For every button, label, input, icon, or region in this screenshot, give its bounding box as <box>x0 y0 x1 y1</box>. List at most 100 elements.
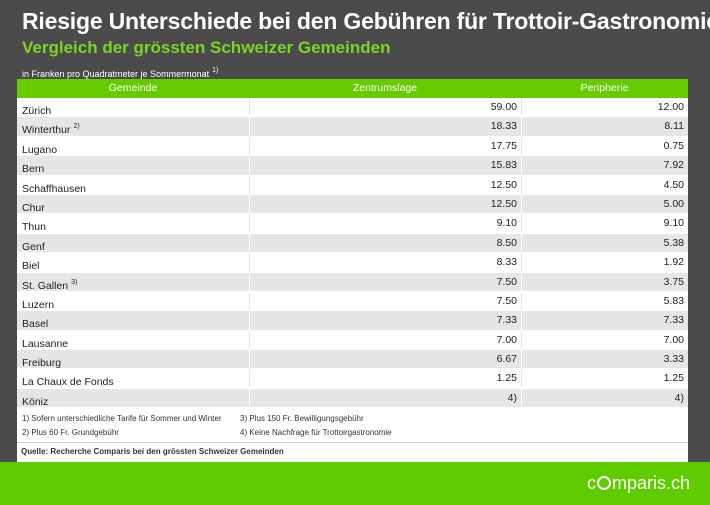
city-name: Freiburg <box>22 357 62 370</box>
city-name: La Chaux de Fonds <box>22 376 114 389</box>
source-note: Quelle: Recherche Comparis bei den gröss… <box>17 442 688 462</box>
header-peripherie: Peripherie <box>580 82 629 94</box>
city-name: Basel <box>22 318 49 331</box>
header-gemeinde: Gemeinde <box>108 82 158 94</box>
cell-zentrumslage: 17.75 <box>249 136 521 156</box>
cell-peripherie: 12.00 <box>521 98 688 117</box>
logo-o-icon <box>596 476 611 490</box>
cell-peripherie: 1.25 <box>521 369 688 388</box>
fee-table: Gemeinde Zentrumslage Peripherie Zürich 5… <box>17 79 688 409</box>
city-name: Köniz <box>22 395 49 408</box>
cell-gemeinde: Zürich <box>17 98 249 117</box>
unit-note-footnote-ref: 1) <box>212 67 219 74</box>
city-name: Biel <box>22 260 40 273</box>
table-row: Basel 7.33 7.33 <box>17 311 688 331</box>
cell-zentrumslage: 8.33 <box>249 253 521 272</box>
table-row: Bern 15.83 7.92 <box>17 156 688 176</box>
cell-zentrumslage: 7.33 <box>249 311 521 330</box>
cell-gemeinde: Genf <box>17 234 249 253</box>
logo-prefix: c <box>586 473 596 493</box>
table-row: Schaffhausen 12.50 4.50 <box>17 175 688 195</box>
logo-suffix: mparis.ch <box>611 473 690 493</box>
city-name: Lugano <box>22 143 58 156</box>
cell-zentrumslage: 12.50 <box>249 175 521 194</box>
city-name: Zürich <box>22 105 52 117</box>
cell-gemeinde: Schaffhausen <box>17 176 249 195</box>
footnote-4: 4) Keine Nachfrage für Trottoirgastronom… <box>240 428 392 437</box>
cell-gemeinde: Luzern <box>17 292 249 311</box>
city-name: St. Gallen <box>22 279 69 292</box>
cell-peripherie: 7.92 <box>521 156 688 175</box>
table-row: Genf 8.50 5.38 <box>17 233 688 254</box>
cell-peripherie: 3.33 <box>521 350 688 369</box>
cell-gemeinde: Bern <box>17 156 249 176</box>
city-footnote-ref: 3) <box>71 278 78 286</box>
cell-peripherie: 5.00 <box>521 194 688 214</box>
table-row: Chur 12.50 5.00 <box>17 194 688 215</box>
unit-note: in Franken pro Quadratmeter je Sommermon… <box>22 67 218 79</box>
table-row: La Chaux de Fonds 1.25 1.25 <box>17 369 688 389</box>
cell-gemeinde: Köniz <box>17 389 249 408</box>
city-name: Winterthur <box>22 124 71 137</box>
cell-gemeinde: St. Gallen 3) <box>17 273 249 292</box>
table-row: Winterthur 2) 18.33 8.11 <box>17 117 688 137</box>
table-row: Lausanne 7.00 7.00 <box>17 330 688 351</box>
cell-gemeinde: Lausanne <box>17 331 249 350</box>
footnote-3: 3) Plus 150 Fr. Bewilligungsgebühr <box>240 414 364 423</box>
cell-zentrumslage: 8.50 <box>249 233 521 253</box>
city-name: Bern <box>22 163 45 176</box>
cell-zentrumslage: 18.33 <box>249 117 521 136</box>
city-name: Schaffhausen <box>22 182 87 195</box>
table-row: Luzern 7.50 5.83 <box>17 291 688 312</box>
city-footnote-ref: 2) <box>73 123 80 131</box>
cell-peripherie: 3.75 <box>521 272 688 291</box>
cell-peripherie: 7.00 <box>521 330 688 350</box>
cell-peripherie: 5.83 <box>521 291 688 311</box>
page-subtitle: Vergleich der grössten Schweizer Gemeind… <box>22 38 391 57</box>
city-name: Thun <box>22 221 46 234</box>
cell-peripherie: 7.33 <box>521 311 688 330</box>
cell-gemeinde: Chur <box>17 195 249 214</box>
header-zentrumslage: Zentrumslage <box>352 82 418 94</box>
table-row: Lugano 17.75 0.75 <box>17 136 688 157</box>
cell-zentrumslage: 12.50 <box>249 194 521 214</box>
footnotes: 1) Sofern unterschiedliche Tarife für So… <box>17 408 688 442</box>
cell-zentrumslage: 15.83 <box>249 156 521 175</box>
cell-gemeinde: Lugano <box>17 137 249 156</box>
table-row: Biel 8.33 1.92 <box>17 253 688 273</box>
table-row: St. Gallen 3) 7.50 3.75 <box>17 272 688 292</box>
city-name: Lausanne <box>22 337 69 350</box>
cell-peripherie: 5.38 <box>521 233 688 253</box>
table-row: Köniz 4) 4) <box>17 388 688 409</box>
cell-peripherie: 8.11 <box>521 117 688 136</box>
cell-zentrumslage: 9.10 <box>249 214 521 233</box>
unit-note-text: in Franken pro Quadratmeter je Sommermon… <box>22 69 210 79</box>
cell-zentrumslage: 7.50 <box>249 291 521 311</box>
cell-zentrumslage: 6.67 <box>249 350 521 369</box>
cell-zentrumslage: 7.50 <box>249 272 521 291</box>
table-row: Zürich 59.00 12.00 <box>17 98 688 118</box>
cell-zentrumslage: 59.00 <box>249 98 521 117</box>
cell-peripherie: 9.10 <box>521 214 688 233</box>
footer-bar: c mparis.ch <box>0 462 710 505</box>
cell-zentrumslage: 1.25 <box>249 369 521 388</box>
cell-gemeinde: Basel <box>17 311 249 331</box>
cell-gemeinde: Winterthur 2) <box>17 117 249 137</box>
cell-gemeinde: Thun <box>17 214 249 234</box>
cell-peripherie: 4.50 <box>521 175 688 194</box>
comparis-logo: c mparis.ch <box>587 473 690 494</box>
cell-gemeinde: Freiburg <box>17 350 249 370</box>
city-name: Genf <box>22 240 45 253</box>
cell-zentrumslage: 4) <box>249 388 521 408</box>
table-body: Zürich 59.00 12.00 Winterthur 2) 18.33 8.11 Lug… <box>17 98 688 409</box>
page-title: Riesige Unterschiede bei den Gebühren fü… <box>22 8 710 34</box>
table-header-row: Gemeinde Zentrumslage Peripherie <box>17 79 688 98</box>
city-name: Chur <box>22 201 45 214</box>
cell-gemeinde: Biel <box>17 253 249 273</box>
table-row: Thun 9.10 9.10 <box>17 214 688 234</box>
cell-zentrumslage: 7.00 <box>249 330 521 350</box>
footnote-1: 1) Sofern unterschiedliche Tarife für So… <box>22 414 222 423</box>
cell-gemeinde: La Chaux de Fonds <box>17 369 249 389</box>
city-name: Luzern <box>22 298 55 311</box>
table-row: Freiburg 6.67 3.33 <box>17 350 688 370</box>
